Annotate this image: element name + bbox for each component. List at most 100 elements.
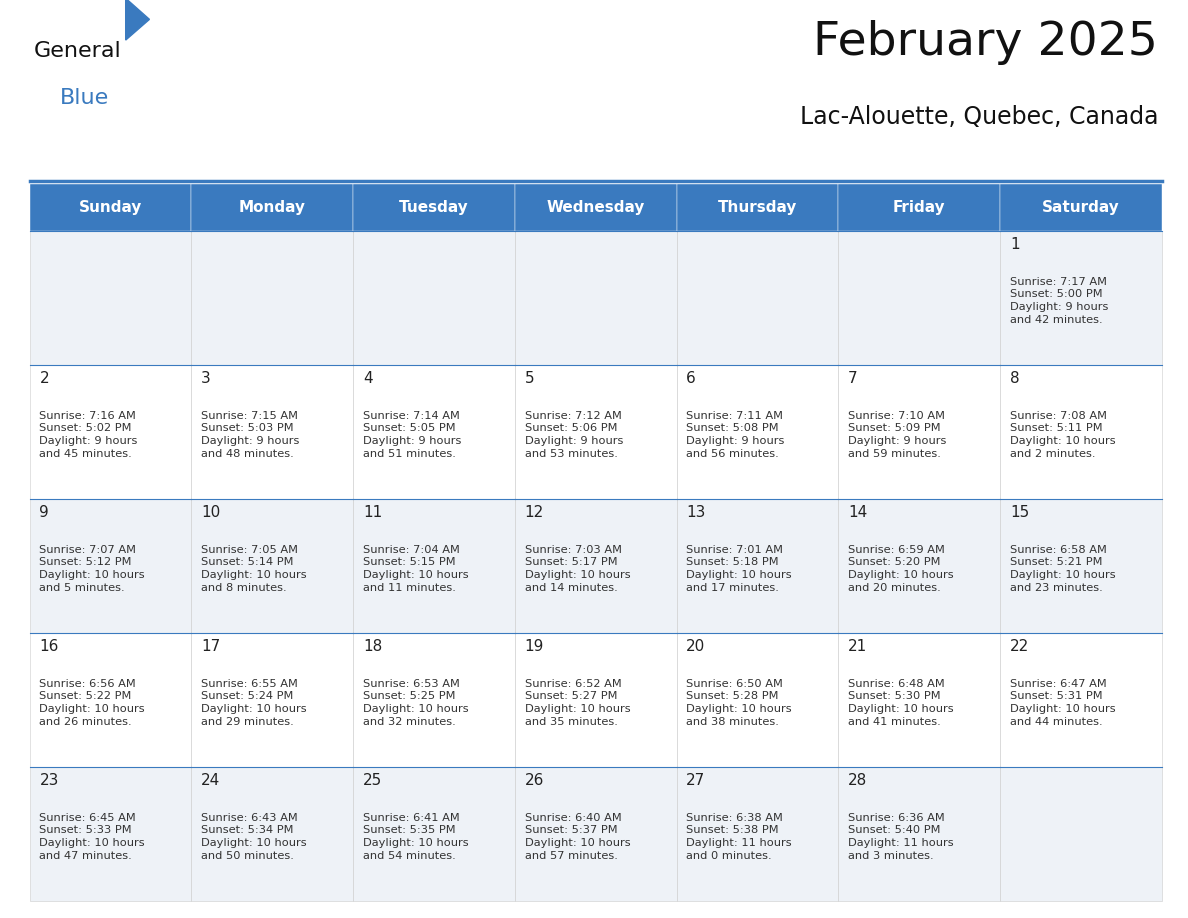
Text: 26: 26: [525, 773, 544, 789]
Text: Sunrise: 6:59 AM
Sunset: 5:20 PM
Daylight: 10 hours
and 20 minutes.: Sunrise: 6:59 AM Sunset: 5:20 PM Dayligh…: [848, 544, 954, 593]
Bar: [30, 365, 191, 499]
Bar: [514, 767, 677, 901]
Bar: [191, 499, 353, 633]
Bar: [30, 184, 191, 231]
Text: Sunrise: 7:14 AM
Sunset: 5:05 PM
Daylight: 9 hours
and 51 minutes.: Sunrise: 7:14 AM Sunset: 5:05 PM Dayligh…: [362, 410, 461, 459]
Text: Wednesday: Wednesday: [546, 200, 645, 215]
Bar: [839, 184, 1000, 231]
Bar: [677, 499, 839, 633]
Text: Sunrise: 7:04 AM
Sunset: 5:15 PM
Daylight: 10 hours
and 11 minutes.: Sunrise: 7:04 AM Sunset: 5:15 PM Dayligh…: [362, 544, 468, 593]
Text: 28: 28: [848, 773, 867, 789]
Text: Sunrise: 6:56 AM
Sunset: 5:22 PM
Daylight: 10 hours
and 26 minutes.: Sunrise: 6:56 AM Sunset: 5:22 PM Dayligh…: [39, 678, 145, 727]
Text: Sunrise: 6:45 AM
Sunset: 5:33 PM
Daylight: 10 hours
and 47 minutes.: Sunrise: 6:45 AM Sunset: 5:33 PM Dayligh…: [39, 812, 145, 861]
Text: Sunrise: 7:10 AM
Sunset: 5:09 PM
Daylight: 9 hours
and 59 minutes.: Sunrise: 7:10 AM Sunset: 5:09 PM Dayligh…: [848, 410, 947, 459]
Text: 3: 3: [201, 371, 211, 386]
Bar: [1000, 767, 1162, 901]
Bar: [191, 231, 353, 365]
Bar: [839, 365, 1000, 499]
Text: 21: 21: [848, 639, 867, 655]
Text: 17: 17: [201, 639, 221, 655]
Bar: [353, 365, 514, 499]
Bar: [677, 767, 839, 901]
Text: Sunrise: 7:03 AM
Sunset: 5:17 PM
Daylight: 10 hours
and 14 minutes.: Sunrise: 7:03 AM Sunset: 5:17 PM Dayligh…: [525, 544, 631, 593]
Text: Sunrise: 6:58 AM
Sunset: 5:21 PM
Daylight: 10 hours
and 23 minutes.: Sunrise: 6:58 AM Sunset: 5:21 PM Dayligh…: [1010, 544, 1116, 593]
Text: Sunrise: 7:08 AM
Sunset: 5:11 PM
Daylight: 10 hours
and 2 minutes.: Sunrise: 7:08 AM Sunset: 5:11 PM Dayligh…: [1010, 410, 1116, 459]
Text: 1: 1: [1010, 237, 1019, 252]
Text: Sunrise: 6:50 AM
Sunset: 5:28 PM
Daylight: 10 hours
and 38 minutes.: Sunrise: 6:50 AM Sunset: 5:28 PM Dayligh…: [687, 678, 792, 727]
Bar: [677, 231, 839, 365]
Text: Sunrise: 6:41 AM
Sunset: 5:35 PM
Daylight: 10 hours
and 54 minutes.: Sunrise: 6:41 AM Sunset: 5:35 PM Dayligh…: [362, 812, 468, 861]
Bar: [30, 633, 191, 767]
Text: 27: 27: [687, 773, 706, 789]
Text: Sunrise: 6:40 AM
Sunset: 5:37 PM
Daylight: 10 hours
and 57 minutes.: Sunrise: 6:40 AM Sunset: 5:37 PM Dayligh…: [525, 812, 631, 861]
Text: Friday: Friday: [893, 200, 946, 215]
Text: 5: 5: [525, 371, 535, 386]
Text: 7: 7: [848, 371, 858, 386]
Bar: [839, 767, 1000, 901]
Text: Sunrise: 7:11 AM
Sunset: 5:08 PM
Daylight: 9 hours
and 56 minutes.: Sunrise: 7:11 AM Sunset: 5:08 PM Dayligh…: [687, 410, 785, 459]
Text: 4: 4: [362, 371, 373, 386]
Bar: [1000, 499, 1162, 633]
Text: 9: 9: [39, 505, 49, 521]
Text: Sunrise: 6:48 AM
Sunset: 5:30 PM
Daylight: 10 hours
and 41 minutes.: Sunrise: 6:48 AM Sunset: 5:30 PM Dayligh…: [848, 678, 954, 727]
Bar: [1000, 184, 1162, 231]
Text: 14: 14: [848, 505, 867, 521]
Text: 19: 19: [525, 639, 544, 655]
Text: Sunrise: 7:07 AM
Sunset: 5:12 PM
Daylight: 10 hours
and 5 minutes.: Sunrise: 7:07 AM Sunset: 5:12 PM Dayligh…: [39, 544, 145, 593]
Text: Sunday: Sunday: [78, 200, 143, 215]
Text: 10: 10: [201, 505, 221, 521]
Bar: [191, 633, 353, 767]
Text: 15: 15: [1010, 505, 1029, 521]
Text: Monday: Monday: [239, 200, 305, 215]
Text: Sunrise: 6:53 AM
Sunset: 5:25 PM
Daylight: 10 hours
and 32 minutes.: Sunrise: 6:53 AM Sunset: 5:25 PM Dayligh…: [362, 678, 468, 727]
Bar: [353, 767, 514, 901]
Text: Tuesday: Tuesday: [399, 200, 469, 215]
Bar: [1000, 365, 1162, 499]
Text: 22: 22: [1010, 639, 1029, 655]
Bar: [1000, 633, 1162, 767]
Text: Sunrise: 7:17 AM
Sunset: 5:00 PM
Daylight: 9 hours
and 42 minutes.: Sunrise: 7:17 AM Sunset: 5:00 PM Dayligh…: [1010, 276, 1108, 325]
Bar: [839, 499, 1000, 633]
Text: 24: 24: [201, 773, 221, 789]
Text: Sunrise: 6:47 AM
Sunset: 5:31 PM
Daylight: 10 hours
and 44 minutes.: Sunrise: 6:47 AM Sunset: 5:31 PM Dayligh…: [1010, 678, 1116, 727]
Text: Sunrise: 7:01 AM
Sunset: 5:18 PM
Daylight: 10 hours
and 17 minutes.: Sunrise: 7:01 AM Sunset: 5:18 PM Dayligh…: [687, 544, 792, 593]
Bar: [30, 231, 191, 365]
Text: 12: 12: [525, 505, 544, 521]
Bar: [839, 633, 1000, 767]
Bar: [191, 365, 353, 499]
Bar: [30, 499, 191, 633]
Text: 8: 8: [1010, 371, 1019, 386]
Bar: [353, 499, 514, 633]
Text: Sunrise: 6:43 AM
Sunset: 5:34 PM
Daylight: 10 hours
and 50 minutes.: Sunrise: 6:43 AM Sunset: 5:34 PM Dayligh…: [201, 812, 307, 861]
Text: Sunrise: 6:36 AM
Sunset: 5:40 PM
Daylight: 11 hours
and 3 minutes.: Sunrise: 6:36 AM Sunset: 5:40 PM Dayligh…: [848, 812, 954, 861]
Text: General: General: [33, 40, 121, 61]
Text: Sunrise: 6:38 AM
Sunset: 5:38 PM
Daylight: 11 hours
and 0 minutes.: Sunrise: 6:38 AM Sunset: 5:38 PM Dayligh…: [687, 812, 792, 861]
Bar: [353, 633, 514, 767]
Bar: [353, 231, 514, 365]
Bar: [514, 365, 677, 499]
Text: February 2025: February 2025: [814, 20, 1158, 65]
Bar: [353, 184, 514, 231]
Text: 2: 2: [39, 371, 49, 386]
Text: Thursday: Thursday: [718, 200, 797, 215]
Bar: [514, 184, 677, 231]
Text: Sunrise: 6:55 AM
Sunset: 5:24 PM
Daylight: 10 hours
and 29 minutes.: Sunrise: 6:55 AM Sunset: 5:24 PM Dayligh…: [201, 678, 307, 727]
Bar: [1000, 231, 1162, 365]
Text: Saturday: Saturday: [1042, 200, 1120, 215]
Bar: [191, 767, 353, 901]
Bar: [677, 633, 839, 767]
Bar: [514, 499, 677, 633]
Bar: [514, 231, 677, 365]
Text: Sunrise: 7:05 AM
Sunset: 5:14 PM
Daylight: 10 hours
and 8 minutes.: Sunrise: 7:05 AM Sunset: 5:14 PM Dayligh…: [201, 544, 307, 593]
Text: Sunrise: 6:52 AM
Sunset: 5:27 PM
Daylight: 10 hours
and 35 minutes.: Sunrise: 6:52 AM Sunset: 5:27 PM Dayligh…: [525, 678, 631, 727]
Text: 13: 13: [687, 505, 706, 521]
Polygon shape: [126, 0, 150, 40]
Text: 16: 16: [39, 639, 58, 655]
Text: 20: 20: [687, 639, 706, 655]
Text: Sunrise: 7:16 AM
Sunset: 5:02 PM
Daylight: 9 hours
and 45 minutes.: Sunrise: 7:16 AM Sunset: 5:02 PM Dayligh…: [39, 410, 138, 459]
Text: 18: 18: [362, 639, 383, 655]
Text: 11: 11: [362, 505, 383, 521]
Text: 23: 23: [39, 773, 58, 789]
Text: 6: 6: [687, 371, 696, 386]
Bar: [677, 184, 839, 231]
